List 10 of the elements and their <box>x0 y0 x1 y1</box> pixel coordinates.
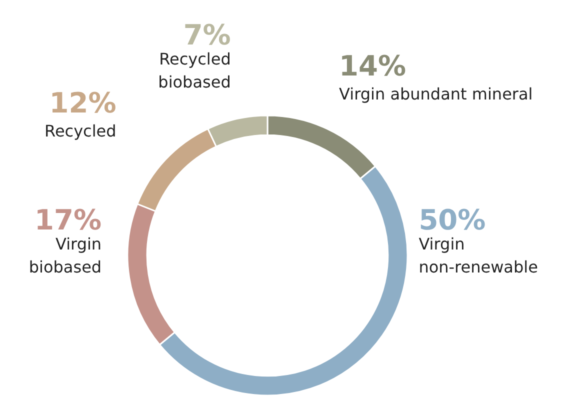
data-label: 17% <box>34 204 102 236</box>
data-label: 12% <box>49 86 116 120</box>
slice-label: Virgin abundant mineral <box>339 84 533 104</box>
slice-label: Recycled biobased <box>158 50 231 92</box>
slice-label: Recycled <box>44 121 116 140</box>
data-label: 50% <box>418 204 486 236</box>
data-label: 7% <box>183 18 231 52</box>
data-label: 14% <box>339 49 406 82</box>
slice-label: Virgin biobased <box>28 234 102 276</box>
slice-label: Virgin non-renewable <box>418 234 538 276</box>
